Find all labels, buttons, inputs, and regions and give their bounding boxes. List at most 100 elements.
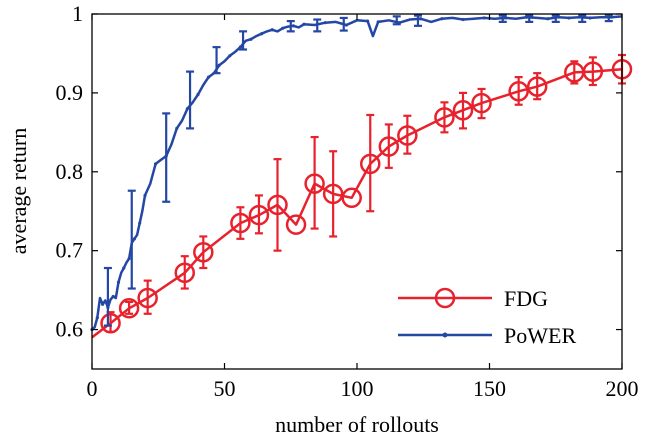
power-line (91, 15, 623, 331)
fdg-error-bar (199, 235, 208, 270)
fdg-error-bar (254, 194, 263, 235)
power-marker (567, 16, 571, 20)
fdg-marker (118, 298, 140, 319)
fdg-error-bar (366, 113, 375, 213)
x-tick-label: 100 (341, 376, 374, 401)
fdg-marker (267, 194, 288, 216)
power-error-bar (604, 13, 613, 23)
x-tick-label: 200 (606, 376, 639, 401)
data-layer (90, 13, 633, 339)
power-marker (106, 305, 110, 310)
power-error-bar (413, 14, 422, 27)
fdg-marker (304, 173, 325, 194)
fdg-error-bar (125, 300, 134, 315)
x-tick-label: 150 (473, 376, 506, 401)
fdg-marker (285, 214, 307, 235)
power-marker (185, 107, 189, 111)
fdg-marker (526, 76, 548, 97)
power-marker (101, 302, 105, 306)
fdg-marker (397, 125, 418, 146)
power-error-bar (551, 14, 560, 23)
power-error-bar (186, 70, 195, 130)
fdg-error-bar (403, 114, 412, 155)
power-marker (138, 221, 142, 225)
y-axis-label: average return (6, 128, 31, 254)
power-marker (609, 15, 614, 19)
fdg-marker (193, 241, 214, 263)
x-tick-label: 50 (214, 376, 236, 401)
power-marker (111, 294, 115, 299)
fdg-marker (322, 183, 344, 205)
fdg-error-bar (180, 255, 189, 290)
power-marker (217, 63, 221, 67)
y-tick-label: 1 (72, 1, 83, 26)
power-error-bar (578, 14, 587, 23)
fdg-error-bar (570, 60, 579, 85)
series-fdg (91, 53, 633, 339)
legend-fdg-label: FDG (504, 286, 548, 311)
legend: FDG PoWER (388, 280, 606, 356)
legend-box (388, 280, 606, 356)
fdg-marker (248, 204, 270, 226)
power-marker (376, 20, 380, 24)
y-tick-label: 0.9 (56, 80, 84, 105)
x-tick-label: 0 (87, 376, 98, 401)
power-marker (397, 21, 401, 25)
fdg-marker (137, 287, 158, 309)
power-marker (419, 17, 423, 21)
power-error-bar (239, 30, 248, 51)
power-marker (546, 17, 550, 21)
power-marker (302, 22, 306, 26)
y-tick-label: 0.7 (56, 238, 84, 263)
fdg-marker (471, 92, 492, 114)
power-marker (588, 16, 592, 20)
fdg-error-bar (384, 123, 393, 169)
power-marker (154, 162, 158, 166)
fdg-marker (378, 136, 400, 157)
power-marker (344, 23, 348, 27)
power-marker (238, 45, 242, 49)
legend-power-marker (442, 332, 448, 338)
fdg-marker (230, 212, 251, 234)
y-tick-label: 0.6 (56, 317, 84, 342)
power-marker (196, 92, 200, 97)
power-marker (503, 16, 507, 20)
fdg-marker (360, 153, 381, 175)
power-error-bar (286, 20, 295, 33)
power-marker (228, 54, 232, 58)
power-marker (249, 37, 253, 41)
power-marker (207, 75, 211, 79)
legend-fdg-marker (434, 287, 456, 309)
power-marker (366, 19, 370, 23)
power-error-bar (498, 14, 507, 23)
power-marker (461, 17, 465, 22)
tick-layer: 0 50 100 150 200 0.6 0.7 0.8 0.9 1 (56, 1, 639, 401)
fdg-error-bar (459, 91, 467, 130)
power-marker (95, 316, 99, 320)
fdg-error-bar (143, 279, 152, 315)
power-marker (323, 21, 327, 25)
fdg-marker (508, 81, 529, 102)
power-error-bar (339, 16, 348, 32)
fdg-marker (452, 99, 474, 121)
power-marker (260, 32, 264, 36)
fdg-marker (341, 187, 362, 209)
plot-frame (91, 13, 623, 370)
power-marker (440, 17, 444, 21)
power-marker (291, 24, 295, 28)
power-error-bar (212, 46, 221, 75)
power-marker (127, 256, 131, 261)
power-marker (525, 15, 529, 19)
power-marker (270, 28, 274, 32)
power-marker (175, 126, 179, 130)
fdg-marker (582, 61, 604, 82)
power-marker (482, 16, 486, 20)
fdg-marker (174, 262, 195, 284)
power-marker (281, 26, 285, 30)
fdg-error-bar (273, 158, 282, 252)
power-marker (132, 237, 136, 241)
legend-power-label: PoWER (504, 323, 576, 348)
y-tick-label: 0.8 (56, 159, 84, 184)
series-power (90, 13, 623, 332)
